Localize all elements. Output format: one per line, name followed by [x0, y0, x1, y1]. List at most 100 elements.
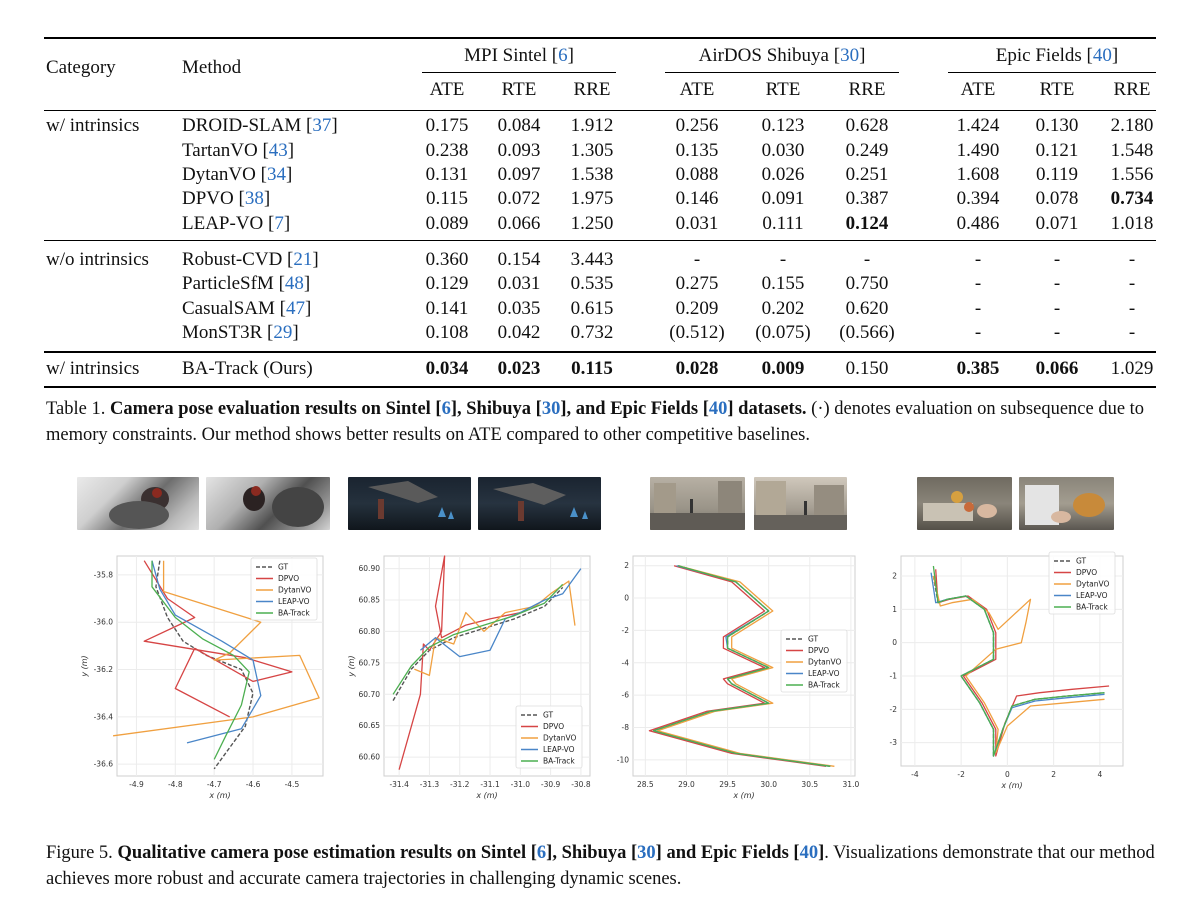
metric-header-ate: ATE: [960, 79, 996, 100]
y-tick-label: -2: [890, 705, 898, 714]
legend-box: [1048, 551, 1116, 615]
series-line-ba-track: [652, 565, 831, 767]
y-tick-label: 60.60: [359, 753, 381, 762]
table-cell: 0.111: [762, 213, 804, 234]
table-cell: 0.031: [497, 273, 541, 294]
y-tick-label: -36.4: [94, 712, 114, 721]
table-cell: -: [974, 298, 982, 319]
thumbnail-art: [243, 486, 324, 527]
metric-header-rre: RRE: [848, 79, 886, 100]
y-tick-label: 60.85: [359, 596, 381, 605]
thumbnail-art: [368, 481, 454, 519]
table-cell: 0.072: [497, 188, 541, 209]
table-cell: 0.202: [761, 298, 805, 319]
y-tick-label: 60.90: [359, 564, 381, 573]
x-tick-label: -31.3: [420, 780, 440, 789]
thumbnail-art: [754, 481, 847, 530]
table-cell: 1.538: [570, 164, 614, 185]
group-underline-epic: [948, 72, 1156, 73]
section-rule-1: [44, 240, 1156, 241]
row-method: BA-Track (Ours): [182, 358, 313, 379]
group-header-epic: Epic Fields [40]: [995, 45, 1119, 66]
row-category: w/ intrinsics: [46, 115, 140, 136]
y-tick-label: -3: [890, 738, 898, 747]
table-cell: 0.535: [570, 273, 614, 294]
table-cell: 0.030: [761, 140, 805, 161]
series-line-gt: [155, 560, 254, 770]
series-line-dytanvo: [657, 565, 835, 767]
row-category: w/o intrinsics: [46, 249, 149, 270]
legend-box: [515, 705, 583, 769]
x-tick-label: -2: [957, 770, 965, 779]
table-cell: -: [974, 322, 982, 343]
sintel-ambush-frame-1: [77, 477, 199, 530]
epic-kitchen-frame-1: [917, 477, 1012, 530]
legend-label: GT: [543, 711, 554, 720]
metric-header-rre: RRE: [1113, 79, 1151, 100]
sintel-cave-frame-2: [478, 477, 601, 530]
legend-label: DytanVO: [808, 658, 842, 667]
series-line-ba-track: [932, 565, 1105, 757]
table-cell: 0.394: [956, 188, 1000, 209]
table-cell: 1.608: [956, 164, 1000, 185]
table-cell: -: [1053, 273, 1061, 294]
table-cell: 0.129: [425, 273, 469, 294]
y-tick-label: 2: [892, 572, 897, 581]
table-cell: 0.249: [845, 140, 889, 161]
table-cell: 0.251: [845, 164, 889, 185]
table-cell: 0.023: [497, 358, 541, 379]
legend-box: [250, 557, 318, 621]
y-tick-label: -2: [622, 626, 630, 635]
legend-label: LEAP-VO: [543, 745, 575, 754]
table-cell: 0.121: [1035, 140, 1079, 161]
x-tick-label: 28.5: [637, 780, 654, 789]
table-caption: Table 1. Camera pose evaluation results …: [46, 399, 1145, 445]
series-line-ba-track: [392, 583, 564, 695]
citation-ref: 43: [268, 140, 288, 161]
y-tick-label: 60.65: [359, 721, 381, 730]
y-tick-label: 60.70: [359, 690, 381, 699]
table-cell: 0.256: [675, 115, 719, 136]
table-cell: 1.975: [570, 188, 614, 209]
trajectory-plot-sintel-ambush: -4.9 -4.8 -4.7 -4.6 -4.5 -35.8 -36.0 -36.2 -36.4…: [73, 548, 327, 810]
y-tick-label: 60.80: [359, 627, 381, 636]
table-cell: 0.091: [761, 188, 805, 209]
x-tick-label: 31.0: [843, 780, 860, 789]
table-cell: 0.150: [845, 358, 889, 379]
legend-label: GT: [1076, 557, 1087, 566]
table-cell: 0.031: [675, 213, 719, 234]
table-cell: 0.750: [845, 273, 889, 294]
table-cell: 0.135: [675, 140, 719, 161]
table-cell: 0.034: [425, 358, 469, 379]
table-cell: 0.238: [425, 140, 469, 161]
table-cell: 0.154: [497, 249, 541, 270]
table-cell: (0.566): [839, 322, 895, 343]
table-cell: 0.115: [571, 358, 613, 379]
row-method: MonST3R [29]: [182, 322, 299, 343]
legend-label: BA-Track: [1076, 603, 1108, 612]
y-tick-label: -35.8: [94, 570, 114, 579]
y-tick-label: 0: [624, 594, 629, 603]
group-header-sintel: MPI Sintel [6]: [464, 45, 574, 66]
series-line-dytanvo: [932, 575, 1105, 754]
series-line-gt: [392, 586, 564, 701]
table-cell: -: [1128, 298, 1136, 319]
citation-ref: 47: [285, 298, 305, 319]
citation-ref: 48: [284, 273, 304, 294]
x-tick-label: -4.9: [129, 780, 144, 789]
section-rule-2: [44, 351, 1156, 353]
table-cell: 0.035: [497, 298, 541, 319]
legend-label: BA-Track: [543, 757, 575, 766]
table-cell: 0.387: [845, 188, 889, 209]
table-cell: -: [1053, 298, 1061, 319]
row-method: Robust-CVD [21]: [182, 249, 319, 270]
row-method: CasualSAM [47]: [182, 298, 312, 319]
row-method: TartanVO [43]: [182, 140, 295, 161]
row-method: DPVO [38]: [182, 188, 271, 209]
metric-header-ate: ATE: [679, 79, 715, 100]
table-cell: 0.141: [425, 298, 469, 319]
group-header-shibuya: AirDOS Shibuya [30]: [698, 45, 866, 66]
header-category: Category: [46, 57, 116, 78]
